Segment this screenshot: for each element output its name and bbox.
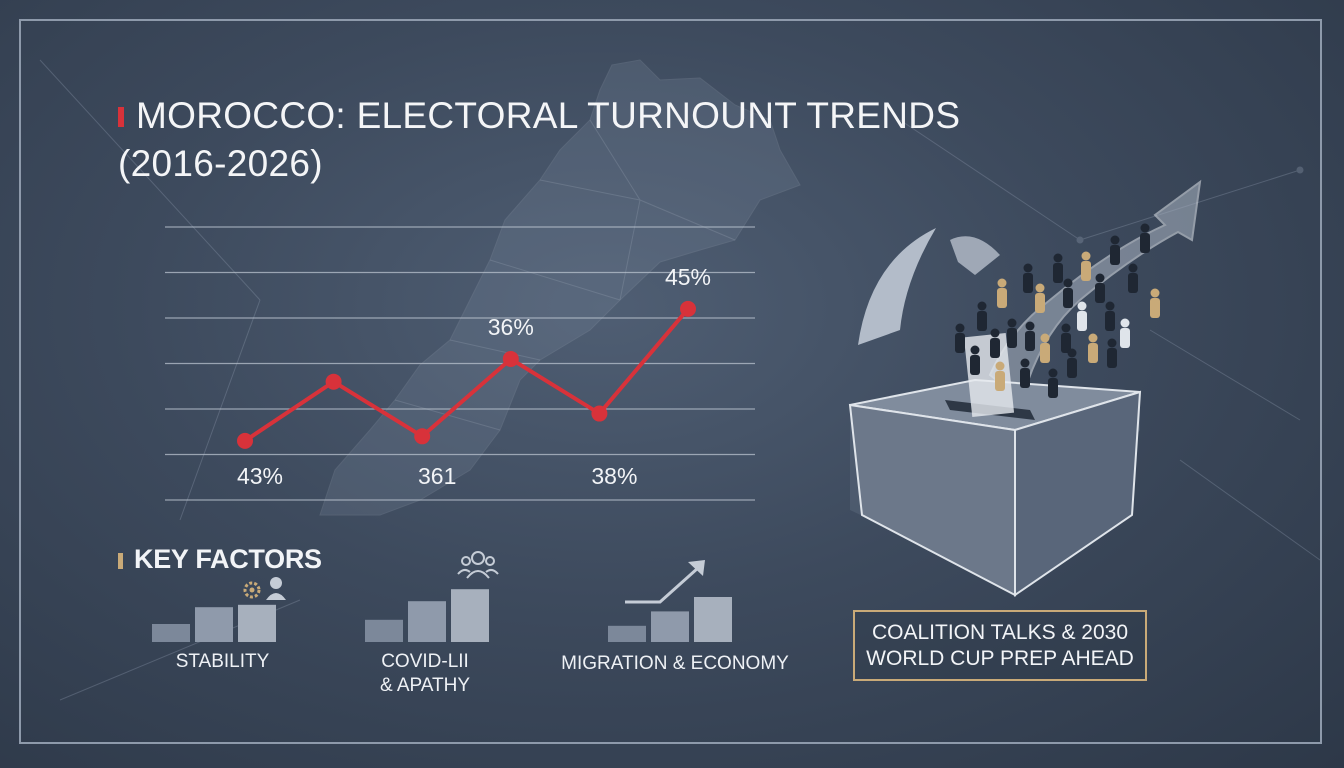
voter-figure [1105, 301, 1115, 331]
voter-figure [1035, 283, 1045, 313]
voter-figure [977, 301, 987, 331]
factor-bar [651, 611, 689, 642]
data-point [237, 432, 253, 449]
data-label: 361 [418, 463, 456, 489]
voter-figure [1023, 263, 1033, 293]
data-point [680, 300, 696, 317]
factor-bar [694, 597, 732, 642]
chart-title: MOROCCO: ELECTORAL TURNOUNT TRENDS (2016… [118, 92, 960, 188]
factor-bar [608, 625, 646, 642]
gridlines [165, 226, 755, 501]
voter-figure [1025, 321, 1035, 351]
voter-figure [1007, 318, 1017, 348]
voter-figure [1077, 301, 1087, 331]
data-point [502, 350, 519, 367]
key-factors-accent-bar [118, 553, 123, 569]
gear-icon [243, 581, 261, 599]
title-line-2: (2016-2026) [118, 143, 323, 184]
callout-line-2: WORLD CUP PREP AHEAD [866, 646, 1134, 670]
voter-figure [1020, 358, 1030, 388]
callout-line-1: COALITION TALKS & 2030 [872, 620, 1128, 644]
voter-figure [1061, 323, 1071, 353]
voter-figure [1120, 318, 1130, 348]
title-line-1: MOROCCO: ELECTORAL TURNOUNT TRENDS [136, 95, 961, 136]
factor-bar [238, 604, 276, 642]
factor-label-stability: STABILITY [175, 651, 270, 672]
voters-crowd [955, 223, 1160, 398]
voter-figure [1088, 333, 1098, 363]
voter-figure [990, 328, 1000, 358]
data-point [414, 428, 431, 445]
factor-bar [451, 589, 489, 642]
key-factors-heading: KEY FACTORS [134, 544, 322, 574]
factor-label-covid-line2: & APATHY [379, 675, 471, 696]
data-label: 36% [488, 314, 534, 340]
factor-bar-icons [152, 589, 732, 642]
voter-figure [995, 361, 1005, 391]
factor-bar [152, 624, 190, 642]
voter-figure [1040, 333, 1050, 363]
voter-figure [1140, 223, 1150, 253]
coalition-callout: COALITION TALKS & 2030 WORLD CUP PREP AH… [853, 610, 1147, 681]
voter-figure [1081, 251, 1091, 281]
group-icon [457, 551, 499, 579]
data-point [325, 373, 342, 390]
factor-label-covid-line1: COVID-LII [381, 651, 469, 672]
voter-figure [1110, 235, 1120, 265]
factor-label-migration: MIGRATION & ECONOMY [561, 653, 789, 674]
data-label: 45% [665, 264, 711, 290]
person-icon [266, 577, 286, 600]
voter-figure [1067, 348, 1077, 378]
factor-bar [365, 619, 403, 642]
voter-figure [970, 345, 980, 375]
voter-figure [1048, 368, 1058, 398]
data-point [591, 405, 608, 422]
voter-figure [955, 323, 965, 353]
voter-figure [1063, 278, 1073, 308]
voter-figure [997, 278, 1007, 308]
data-labels: 43% 361 36% 38% 45% [237, 264, 711, 489]
title-accent-bar [118, 107, 124, 127]
data-points [237, 300, 696, 449]
turnout-series-line [243, 306, 690, 443]
factor-label-covid: COVID-LII & APATHY [355, 650, 495, 698]
factor-bar [408, 601, 446, 642]
trend-arrow-icon [625, 560, 705, 604]
outer-frame [19, 19, 1322, 744]
voter-figure [1150, 288, 1160, 318]
voter-figure [1107, 338, 1117, 368]
voter-figure [1053, 253, 1063, 283]
voter-figure [1128, 263, 1138, 293]
factor-bar [195, 607, 233, 642]
voter-figure [1095, 273, 1105, 303]
data-label: 38% [591, 463, 637, 489]
data-label: 43% [237, 463, 283, 489]
